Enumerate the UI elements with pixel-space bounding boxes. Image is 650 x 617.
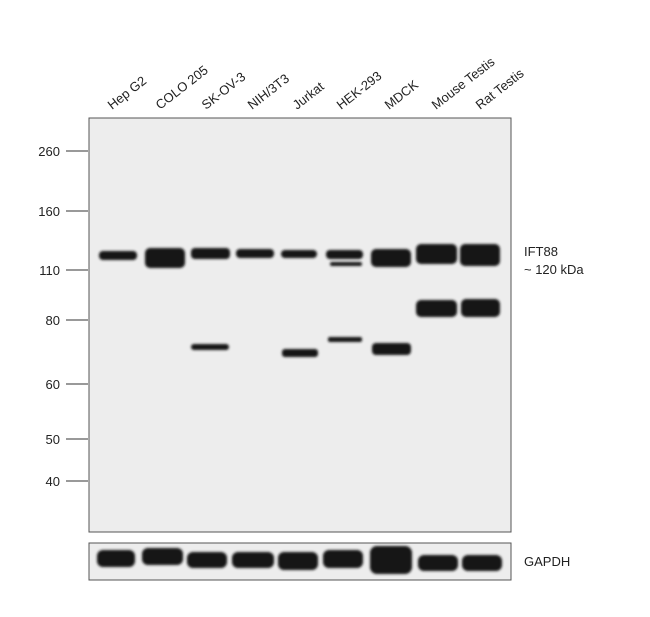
marker-label: 260 [38, 144, 60, 159]
band [371, 249, 411, 267]
lane-label: Hep G2 [105, 73, 150, 112]
band [462, 555, 502, 571]
band [418, 555, 458, 571]
band [145, 248, 185, 268]
band [460, 244, 500, 266]
target-name: IFT88 [524, 244, 558, 259]
marker-label: 60 [46, 377, 60, 392]
lane-label: HEK-293 [334, 68, 385, 112]
band [326, 250, 363, 259]
band [282, 349, 318, 357]
band [191, 344, 229, 350]
blot-panel [88, 117, 512, 533]
marker-label: 160 [38, 204, 60, 219]
marker-label: 40 [46, 474, 60, 489]
band [461, 299, 500, 317]
band [97, 550, 135, 567]
band [278, 552, 318, 570]
band [372, 343, 411, 355]
marker-label: 80 [46, 313, 60, 328]
band [281, 250, 317, 258]
band [323, 550, 363, 568]
band [416, 300, 457, 317]
band [99, 251, 137, 260]
band [236, 249, 274, 258]
lane-label: NIH/3T3 [245, 71, 292, 113]
band [330, 262, 362, 266]
target-size: ~ 120 kDa [524, 262, 584, 277]
lane-label: Jurkat [290, 79, 327, 113]
lane-label: MDCK [382, 77, 422, 113]
band [187, 552, 227, 568]
band [416, 244, 457, 264]
band [142, 548, 183, 565]
bands [97, 244, 502, 574]
marker-label: 110 [39, 263, 60, 278]
band [232, 552, 274, 568]
band [370, 546, 412, 574]
band [191, 248, 230, 259]
band [328, 337, 362, 342]
marker-label: 50 [46, 432, 60, 447]
loading-control-label: GAPDH [524, 554, 570, 569]
